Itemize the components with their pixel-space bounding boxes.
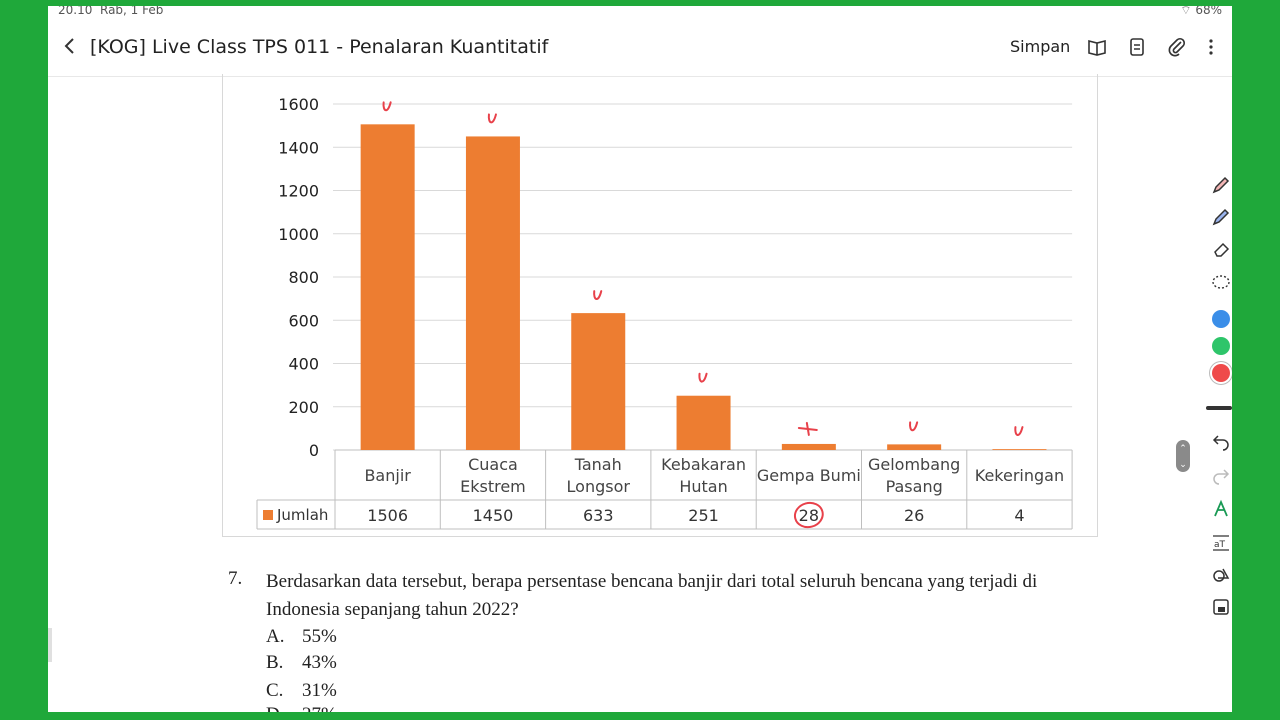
table-value: 1450 <box>473 506 514 525</box>
pen-icon[interactable] <box>1210 174 1232 196</box>
check-mark <box>1014 426 1024 437</box>
page-title: [KOG] Live Class TPS 011 - Penalaran Kua… <box>90 36 549 58</box>
undo-icon[interactable] <box>1210 430 1232 452</box>
y-tick-label: 1000 <box>278 225 319 244</box>
category-label: Gempa Bumi <box>757 466 861 485</box>
table-value: 1506 <box>367 506 408 525</box>
category-label: Gelombang <box>868 455 960 474</box>
y-tick-label: 800 <box>288 268 319 287</box>
question-text: Berdasarkan data tersebut, berapa persen… <box>266 571 1038 620</box>
more-menu-icon[interactable] <box>1200 36 1222 58</box>
option-letter: A. <box>266 626 285 647</box>
lock-icon[interactable] <box>1210 596 1232 618</box>
check-mark <box>909 421 919 432</box>
save-button[interactable]: Simpan <box>1010 37 1071 56</box>
category-label: Pasang <box>886 477 943 496</box>
y-tick-label: 1200 <box>278 182 319 201</box>
option-letter: D. <box>266 704 302 712</box>
scroll-handle[interactable]: ⌃ ⌄ <box>1176 440 1190 472</box>
color-green-swatch[interactable] <box>1212 337 1230 355</box>
handwriting-icon[interactable] <box>1210 498 1232 520</box>
legend-swatch <box>263 510 273 520</box>
cross-mark <box>797 421 818 436</box>
option-letter: C. <box>266 680 284 701</box>
bar <box>887 444 942 450</box>
table-value: 28 <box>799 506 819 525</box>
document-outline-icon[interactable] <box>1126 36 1148 58</box>
table-value: 4 <box>1014 506 1024 525</box>
category-label: Tanah <box>574 455 622 474</box>
circle-annotation <box>793 501 824 529</box>
option-value: 31% <box>302 680 337 701</box>
check-mark <box>698 372 708 383</box>
bar <box>465 136 520 450</box>
bar <box>676 395 731 450</box>
category-label: Banjir <box>364 466 411 485</box>
legend-label: Jumlah <box>276 506 328 524</box>
redo-icon[interactable] <box>1210 464 1232 486</box>
eraser-icon[interactable] <box>1210 238 1232 260</box>
category-label: Longsor <box>567 477 631 496</box>
bar <box>992 449 1047 450</box>
status-date: Rab, 1 Feb <box>100 6 164 17</box>
option-c[interactable]: C. 31% <box>266 680 466 702</box>
signal-icon: ⌔ <box>1180 6 1192 17</box>
category-label: Kekeringan <box>975 466 1064 485</box>
bar <box>781 443 836 450</box>
option-value: 27% <box>302 704 337 712</box>
color-blue-swatch[interactable] <box>1212 310 1230 328</box>
option-value: 43% <box>302 652 337 673</box>
option-b[interactable]: B. 43% <box>266 652 466 674</box>
page-edge-marker <box>48 628 52 662</box>
y-tick-label: 1400 <box>278 138 319 157</box>
attach-icon[interactable] <box>1166 36 1188 58</box>
category-label: Cuaca <box>468 455 518 474</box>
color-red-swatch[interactable] <box>1212 364 1230 382</box>
option-d[interactable]: D.27% <box>266 704 466 712</box>
lasso-icon[interactable] <box>1210 272 1232 294</box>
y-tick-label: 0 <box>309 441 319 460</box>
appbar-divider <box>48 76 1232 77</box>
category-label: Hutan <box>679 477 727 496</box>
option-a[interactable]: A. 55% <box>266 626 466 648</box>
highlighter-icon[interactable] <box>1210 206 1232 228</box>
app-screen: 20.10 Rab, 1 Feb ⌔ 68% [KOG] Live Class … <box>48 6 1232 712</box>
shapes-icon[interactable] <box>1210 564 1232 586</box>
table-value: 251 <box>688 506 719 525</box>
status-bar: 20.10 Rab, 1 Feb ⌔ 68% <box>48 6 1232 18</box>
bar <box>571 313 626 450</box>
back-arrow-icon[interactable] <box>58 34 82 58</box>
category-label: Ekstrem <box>460 477 526 496</box>
bar <box>360 124 415 450</box>
bar-chart: 0 200 400 600 800 1000 1200 1400 1600 Jumlah Banji… <box>256 95 1073 530</box>
check-mark <box>487 113 497 124</box>
check-mark <box>382 101 392 112</box>
table-value: 26 <box>904 506 924 525</box>
app-bar: [KOG] Live Class TPS 011 - Penalaran Kua… <box>48 24 1232 76</box>
book-view-icon[interactable] <box>1086 36 1108 58</box>
y-tick-label: 1600 <box>278 95 319 114</box>
table-value: 633 <box>583 506 614 525</box>
check-mark <box>593 290 603 300</box>
y-tick-label: 200 <box>288 398 319 417</box>
chart-frame: 0 200 400 600 800 1000 1200 1400 1600 Jumlah Banji… <box>222 74 1098 537</box>
battery-level: 68% <box>1195 6 1222 17</box>
option-letter: B. <box>266 652 284 673</box>
y-tick-label: 600 <box>288 311 319 330</box>
category-label: Kebakaran <box>661 455 746 474</box>
y-tick-label: 400 <box>288 355 319 374</box>
option-value: 55% <box>302 626 337 647</box>
toolbar-separator <box>1206 406 1232 410</box>
svg-text:aT: aT <box>1214 540 1226 550</box>
question-number: 7. <box>228 568 243 589</box>
text-convert-icon[interactable]: aT <box>1210 532 1232 554</box>
status-time: 20.10 <box>58 6 93 17</box>
